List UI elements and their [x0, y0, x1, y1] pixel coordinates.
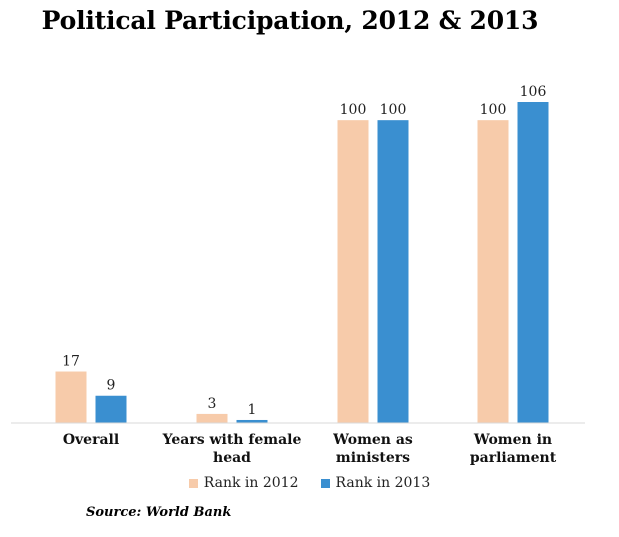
bar-2012-1 — [196, 413, 228, 423]
data-label-2013-0: 9 — [107, 378, 116, 394]
legend-item-2013: Rank in 2013 — [320, 475, 431, 491]
bar-2012-2 — [337, 120, 369, 424]
data-label-2012-3: 100 — [480, 102, 507, 118]
bar-2013-3 — [517, 102, 549, 423]
bar-2013-2 — [377, 120, 409, 424]
chart-title: Political Participation, 2012 & 2013 — [41, 6, 539, 35]
data-label-2013-2: 100 — [380, 102, 407, 118]
data-label-2013-3: 106 — [520, 84, 547, 100]
bars-group: 17 9 3 1 100 100 100 106 — [55, 84, 549, 424]
bar-2013-1 — [236, 419, 268, 423]
bar-2013-0 — [95, 395, 127, 423]
source-note: Source: World Bank — [86, 505, 232, 520]
legend-swatch-2012 — [188, 478, 198, 488]
legend: Rank in 2012 Rank in 2013 — [0, 475, 619, 491]
category-label-0: Overall — [63, 432, 119, 448]
data-label-2012-1: 3 — [208, 396, 217, 412]
legend-swatch-2013 — [320, 478, 330, 488]
category-label-2: Women as ministers — [332, 432, 413, 466]
category-label-1: Years with female head — [162, 432, 302, 466]
legend-label-2012: Rank in 2012 — [203, 475, 299, 491]
category-labels: Overall Years with female head Women as mini… — [63, 432, 557, 466]
data-label-2012-0: 17 — [62, 354, 80, 370]
legend-item-2012: Rank in 2012 — [188, 475, 299, 491]
bar-2012-0 — [55, 371, 87, 423]
data-label-2012-2: 100 — [340, 102, 367, 118]
bar-2012-3 — [477, 120, 509, 424]
category-label-3: Women in parliament — [470, 432, 557, 466]
legend-label-2013: Rank in 2013 — [335, 475, 431, 491]
data-label-2013-1: 1 — [248, 402, 257, 418]
